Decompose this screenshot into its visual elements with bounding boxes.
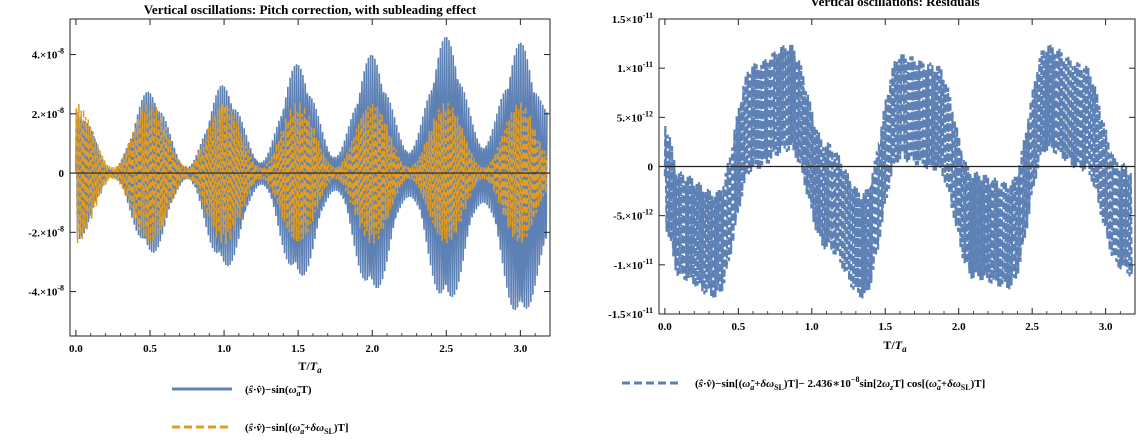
chart-left: Vertical oscillations: Pitch correction,… <box>28 2 551 375</box>
chart-left-axes: 0.0 0.5 1.0 1.5 2.0 2.5 3.0 4.×10-8 2.×10-8 0 -2.×… <box>28 19 551 355</box>
chart-left-xtick-label: 0.0 <box>69 343 83 355</box>
chart-left-frame <box>69 18 551 337</box>
chart-left-xtick-label: 2.0 <box>365 343 379 355</box>
chart-right-xtick-label: 1.0 <box>805 321 819 333</box>
chart-right-xtick-label: 2.5 <box>1025 321 1039 333</box>
chart-left-series-group <box>75 37 548 311</box>
chart-right-xtick-label: 0.0 <box>658 321 672 333</box>
chart-left-legend: (ŝ·v̂)−sin(ω̃aT) (ŝ·v̂)−sin[(ω̃a+δωSL)T] <box>172 384 349 436</box>
chart-left-ytick-label: 4.×10-8 <box>32 47 64 62</box>
chart-left-xlabel: T/Ta <box>298 359 322 375</box>
chart-right: Vertical oscillations: Residuals 0.0 0.5 1… <box>608 0 1136 354</box>
chart-right-series-1 <box>663 44 1134 299</box>
chart-left-series-2-line <box>75 102 548 244</box>
chart-left-ytick-label: -4.×10-8 <box>28 284 64 299</box>
chart-right-ytick-label: 0 <box>648 162 654 174</box>
chart-left-xtick-label: 1.5 <box>291 343 305 355</box>
chart-left-title: Vertical oscillations: Pitch correction,… <box>144 2 477 17</box>
chart-right-ytick-label: 1.×10-11 <box>617 60 653 75</box>
chart-left-ytick-label: 2.×10-8 <box>32 106 64 121</box>
chart-right-ytick-label: -1.5×10-11 <box>608 306 653 321</box>
chart-right-ytick-label: -5.×10-12 <box>613 208 653 223</box>
legend-label-residual: (ŝ·v̂)−sin[(ω̃a+δωSL)T]− 2.436∗10−8sin[2… <box>695 375 985 392</box>
chart-left-xtick-label: 3.0 <box>513 343 527 355</box>
legend-entry-residual: (ŝ·v̂)−sin[(ω̃a+δωSL)T]− 2.436∗10−8sin[2… <box>622 375 985 392</box>
chart-right-ytick-label: 5.×10-12 <box>617 109 653 124</box>
chart-left-series-2 <box>75 102 548 244</box>
chart-right-xtick-label: 3.0 <box>1099 321 1113 333</box>
chart-right-ytick-label: -1.×10-11 <box>614 257 653 272</box>
chart-right-xtick-label: 2.0 <box>952 321 966 333</box>
chart-left-xtick-label: 2.5 <box>439 343 453 355</box>
chart-left-ytick-label: 0 <box>59 168 65 180</box>
chart-right-legend: (ŝ·v̂)−sin[(ω̃a+δωSL)T]− 2.436∗10−8sin[2… <box>622 375 985 392</box>
chart-right-xtick-label: 1.5 <box>878 321 892 333</box>
legend-label-series-2: (ŝ·v̂)−sin[(ω̃a+δωSL)T] <box>245 422 349 436</box>
chart-right-ytick-label: 1.5×10-11 <box>612 11 653 26</box>
chart-right-axes: 0.0 0.5 1.0 1.5 2.0 2.5 3.0 1.5×10-11 1.×10-11 5.… <box>608 11 1136 333</box>
chart-right-series-1-line <box>663 44 1134 299</box>
chart-right-xlabel: T/Ta <box>883 338 907 354</box>
legend-entry-series-2: (ŝ·v̂)−sin[(ω̃a+δωSL)T] <box>172 422 349 436</box>
chart-left-xtick-label: 0.5 <box>143 343 157 355</box>
chart-right-xtick-label: 0.5 <box>731 321 745 333</box>
chart-right-series-group <box>663 44 1134 299</box>
chart-right-title: Vertical oscillations: Residuals <box>810 0 979 9</box>
legend-label-series-1: (ŝ·v̂)−sin(ω̃aT) <box>245 384 312 398</box>
chart-left-xtick-label: 1.0 <box>217 343 231 355</box>
legend-entry-series-1: (ŝ·v̂)−sin(ω̃aT) <box>172 384 312 398</box>
chart-left-ytick-label: -2.×10-8 <box>28 224 64 239</box>
